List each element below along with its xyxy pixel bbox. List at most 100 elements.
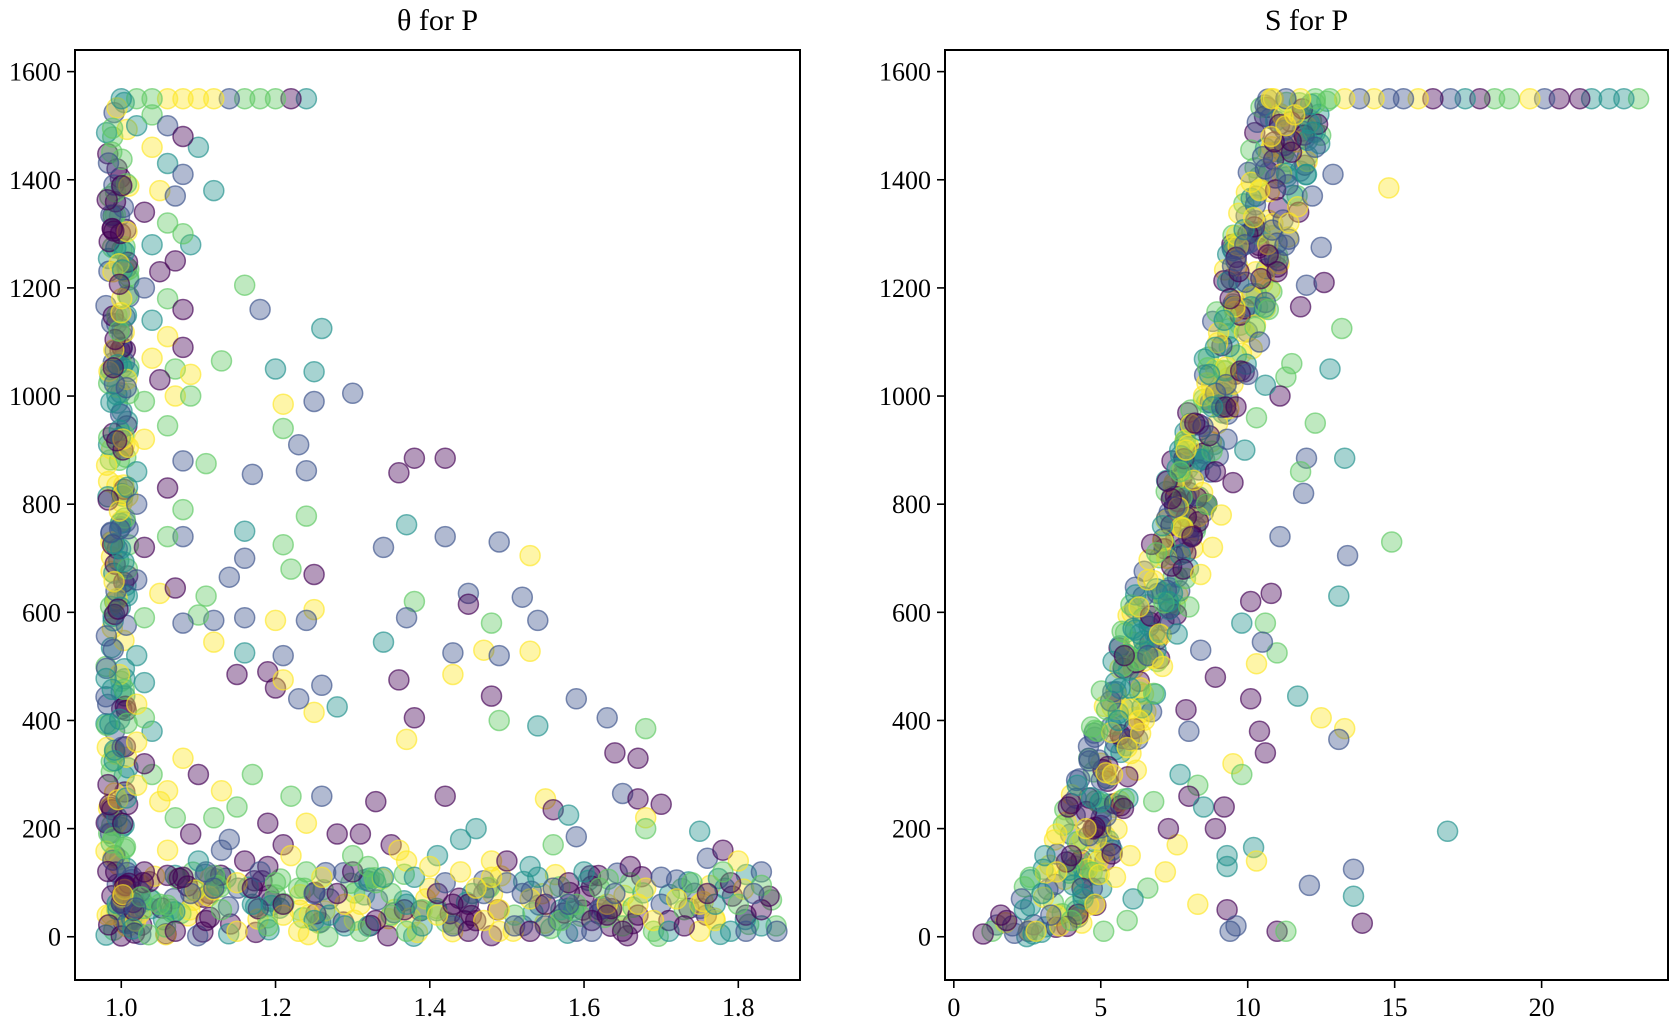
data-point [650, 793, 672, 816]
data-point [1246, 111, 1269, 134]
data-point [742, 882, 765, 905]
data-point [1348, 87, 1371, 110]
data-point [1251, 145, 1274, 168]
data-point [1216, 898, 1238, 921]
data-point [233, 606, 256, 629]
data-point [1122, 888, 1144, 910]
data-point [280, 87, 302, 110]
data-point [1157, 817, 1180, 840]
s-panel-title: S for P [1265, 4, 1348, 37]
data-point [125, 731, 148, 753]
data-point [187, 850, 210, 872]
data-point [480, 850, 503, 872]
data-point [395, 893, 418, 916]
data-point [388, 462, 410, 484]
data-point [295, 609, 318, 632]
data-point [457, 582, 480, 605]
data-point [688, 820, 711, 843]
data-point [125, 693, 148, 715]
data-point [1283, 104, 1306, 126]
data-point [1213, 309, 1235, 332]
data-point [295, 505, 318, 527]
data-point [326, 823, 348, 845]
data-point [303, 563, 325, 586]
data-point [164, 250, 187, 272]
data-point [650, 866, 672, 889]
data-point [1204, 817, 1227, 840]
data-point [108, 518, 131, 540]
data-point [117, 872, 140, 895]
data-point [125, 114, 148, 137]
data-point [565, 893, 588, 916]
data-point [349, 893, 372, 916]
data-point [1392, 87, 1415, 110]
data-point [1319, 87, 1341, 110]
data-point [141, 87, 163, 110]
data-point [634, 717, 657, 740]
data-point [172, 612, 194, 634]
data-point [480, 685, 503, 707]
data-point [210, 839, 233, 861]
y-tick-label: 1600 [9, 58, 61, 87]
y-tick-label: 1600 [879, 58, 931, 87]
data-point [133, 536, 156, 559]
data-point [1119, 677, 1141, 699]
data-point [557, 893, 580, 916]
data-point [1087, 720, 1109, 743]
data-point [179, 823, 202, 845]
data-point [604, 742, 626, 764]
data-point [295, 87, 318, 110]
data-point [457, 920, 480, 943]
data-point [233, 850, 256, 872]
data-point [107, 598, 129, 620]
data-point [1182, 469, 1205, 492]
data-point [179, 233, 202, 256]
data-point [1613, 87, 1635, 110]
data-point [113, 678, 135, 701]
data-point [97, 860, 119, 883]
plot-frame [74, 49, 801, 981]
data-point [1072, 888, 1094, 910]
data-point [1019, 866, 1041, 889]
data-point [1254, 374, 1277, 396]
data-point [480, 612, 503, 634]
data-point [1267, 196, 1290, 219]
data-point [172, 163, 194, 186]
data-point [303, 701, 325, 724]
data-point [634, 877, 657, 899]
data-point [1233, 321, 1256, 344]
data-point [1210, 504, 1233, 526]
data-point [122, 918, 144, 940]
data-point [1124, 584, 1147, 606]
data-point [116, 476, 139, 499]
data-point [520, 880, 543, 903]
s-panel: S for P 0 5 10 15 20020040060080010001200140… [879, 4, 1669, 1022]
data-point [1248, 331, 1271, 353]
data-point [103, 570, 125, 593]
data-point [1045, 861, 1068, 883]
data-point [1519, 87, 1541, 110]
data-point [104, 181, 127, 203]
data-point [95, 625, 118, 647]
data-point [218, 828, 241, 851]
data-point [264, 677, 287, 699]
data-point [1380, 531, 1403, 553]
theta-scatter-points [95, 87, 788, 948]
data-point [1101, 763, 1124, 786]
data-point [735, 920, 757, 943]
data-point [249, 298, 271, 321]
data-point [1120, 594, 1142, 616]
data-point [1013, 898, 1036, 921]
data-point [172, 87, 194, 110]
data-point [100, 832, 122, 854]
data-point [1122, 617, 1144, 640]
data-point [156, 839, 179, 861]
data-point [203, 179, 225, 202]
data-point [519, 544, 541, 567]
data-point [696, 882, 719, 905]
data-point [388, 669, 410, 691]
data-point [1248, 720, 1271, 743]
data-point [627, 747, 649, 770]
data-point [99, 713, 121, 735]
data-point [1116, 909, 1138, 932]
